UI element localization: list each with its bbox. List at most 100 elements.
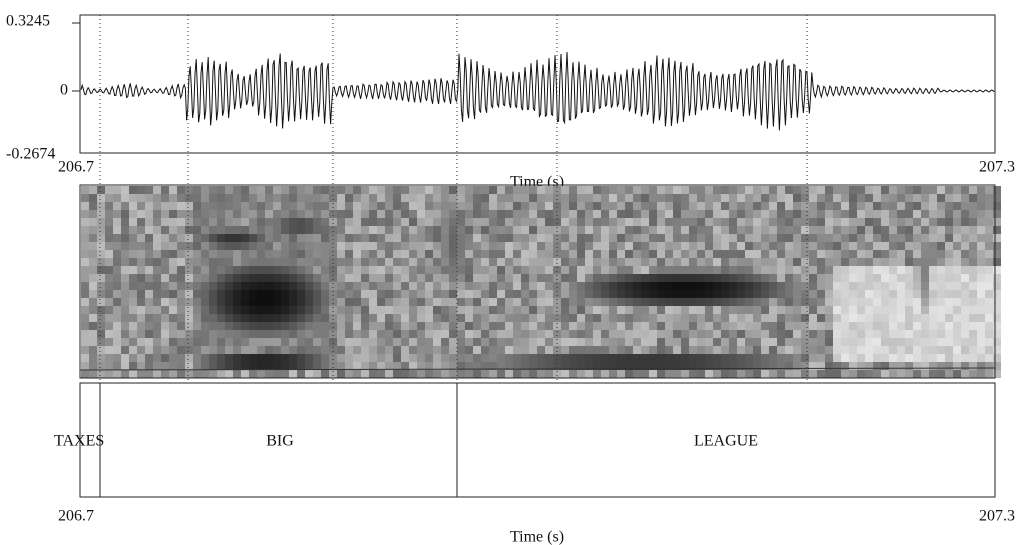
spectrogram-cell	[129, 314, 137, 322]
spectrogram-cell	[225, 234, 233, 242]
spectrogram-cell	[889, 338, 897, 346]
spectrogram-cell	[281, 194, 289, 202]
spectrogram-cell	[961, 362, 969, 370]
spectrogram-cell	[601, 194, 609, 202]
spectrogram-cell	[497, 346, 505, 354]
spectrogram-cell	[577, 306, 585, 314]
spectrogram-cell	[681, 370, 689, 378]
spectrogram-cell	[937, 306, 945, 314]
spectrogram-cell	[657, 330, 665, 338]
spectrogram-cell	[601, 338, 609, 346]
spectrogram-cell	[353, 194, 361, 202]
spectrogram-cell	[705, 274, 713, 282]
spectrogram-cell	[681, 266, 689, 274]
spectrogram-cell	[569, 282, 577, 290]
spectrogram-cell	[313, 370, 321, 378]
spectrogram-cell	[857, 258, 865, 266]
spectrogram-cell	[385, 362, 393, 370]
spectrogram-cell	[833, 242, 841, 250]
spectrogram-cell	[577, 298, 585, 306]
spectrogram-cell	[97, 250, 105, 258]
spectrogram-cell	[625, 306, 633, 314]
spectrogram-cell	[385, 290, 393, 298]
spectrogram-cell	[89, 314, 97, 322]
spectrogram-cell	[945, 298, 953, 306]
spectrogram-cell	[729, 194, 737, 202]
spectrogram-cell	[785, 258, 793, 266]
spectrogram-cell	[609, 346, 617, 354]
spectrogram-cell	[185, 330, 193, 338]
spectrogram-cell	[881, 338, 889, 346]
spectrogram-cell	[361, 330, 369, 338]
spectrogram-cell	[457, 266, 465, 274]
spectrogram-cell	[969, 226, 977, 234]
spectrogram-cell	[265, 202, 273, 210]
spectrogram-cell	[537, 274, 545, 282]
spectrogram-cell	[641, 338, 649, 346]
spectrogram-cell	[761, 346, 769, 354]
spectrogram-cell	[385, 314, 393, 322]
spectrogram-cell	[729, 370, 737, 378]
spectrogram-cell	[657, 218, 665, 226]
spectrogram-cell	[705, 330, 713, 338]
spectrogram-cell	[505, 210, 513, 218]
spectrogram-cell	[545, 202, 553, 210]
spectrogram-cell	[705, 322, 713, 330]
spectrogram-cell	[417, 298, 425, 306]
spectrogram-cell	[849, 370, 857, 378]
spectrogram-cell	[809, 242, 817, 250]
spectrogram-cell	[633, 306, 641, 314]
spectrogram-cell	[233, 250, 241, 258]
spectrogram-cell	[433, 370, 441, 378]
spectrogram-cell	[529, 266, 537, 274]
spectrogram-cell	[913, 322, 921, 330]
spectrogram-cell	[897, 338, 905, 346]
spectrogram-cell	[673, 266, 681, 274]
spectrogram-cell	[361, 370, 369, 378]
spectrogram-cell	[817, 258, 825, 266]
spectrogram-cell	[681, 258, 689, 266]
spectrogram-cell	[489, 266, 497, 274]
spectrogram-cell	[129, 370, 137, 378]
spectrogram-cell	[313, 226, 321, 234]
spectrogram-cell	[441, 226, 449, 234]
spectrogram-cell	[81, 282, 89, 290]
spectrogram-cell	[497, 338, 505, 346]
spectrogram-cell	[305, 282, 313, 290]
spectrogram-cell	[281, 226, 289, 234]
spectrogram-cell	[905, 338, 913, 346]
spectrogram-cell	[961, 210, 969, 218]
spectrogram-cell	[97, 370, 105, 378]
spectrogram-cell	[409, 250, 417, 258]
spectrogram-cell	[105, 322, 113, 330]
spectrogram-cell	[785, 370, 793, 378]
spectrogram-cell	[953, 306, 961, 314]
spectrogram-cell	[569, 258, 577, 266]
spectrogram-cell	[409, 194, 417, 202]
spectrogram-cell	[529, 274, 537, 282]
spectrogram-cell	[729, 250, 737, 258]
spectrogram-cell	[337, 306, 345, 314]
spectrogram-cell	[681, 330, 689, 338]
spectrogram-cell	[913, 306, 921, 314]
spectrogram-cell	[273, 338, 281, 346]
spectrogram-cell	[713, 218, 721, 226]
spectrogram-cell	[905, 282, 913, 290]
spectrogram-cell	[953, 330, 961, 338]
spectrogram-cell	[505, 338, 513, 346]
spectrogram-cell	[321, 346, 329, 354]
spectrogram-cell	[889, 314, 897, 322]
spectrogram-cell	[81, 186, 89, 194]
spectrogram-cell	[969, 330, 977, 338]
spectrogram-cell	[713, 314, 721, 322]
spectrogram-cell	[937, 266, 945, 274]
spectrogram-cell	[961, 314, 969, 322]
spectrogram-cell	[593, 266, 601, 274]
spectrogram-cell	[561, 282, 569, 290]
spectrogram-cell	[953, 234, 961, 242]
spectrogram-cell	[473, 210, 481, 218]
spectrogram-cell	[121, 218, 129, 226]
spectrogram-cell	[441, 186, 449, 194]
spectrogram-cell	[737, 338, 745, 346]
spectrogram-cell	[897, 322, 905, 330]
